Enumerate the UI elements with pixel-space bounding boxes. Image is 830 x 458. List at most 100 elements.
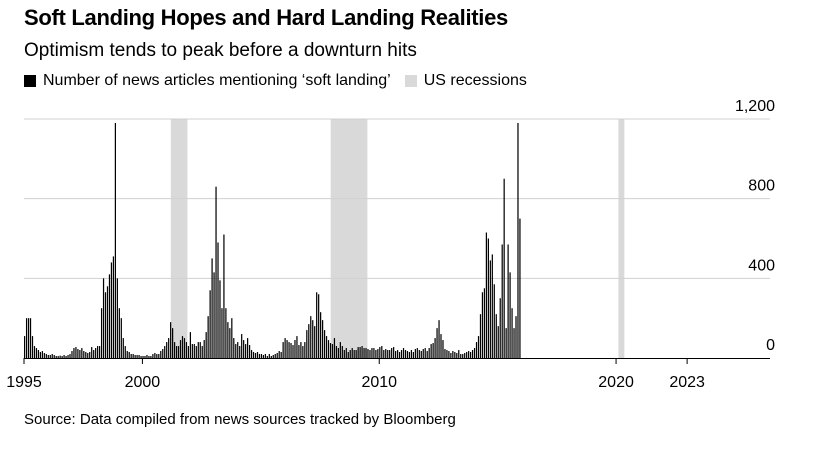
bar bbox=[391, 348, 393, 358]
y-tick-label: 0 bbox=[766, 337, 775, 354]
bar bbox=[515, 316, 517, 358]
bar bbox=[335, 346, 338, 358]
bar bbox=[95, 348, 97, 358]
bar bbox=[83, 351, 85, 358]
bar bbox=[323, 330, 326, 358]
y-tick-label: 800 bbox=[748, 178, 775, 195]
bar bbox=[225, 308, 227, 358]
bar bbox=[134, 355, 136, 358]
bar bbox=[349, 350, 351, 358]
bar bbox=[306, 330, 308, 358]
bar bbox=[118, 308, 120, 358]
bar bbox=[424, 348, 426, 358]
bar bbox=[396, 350, 399, 358]
bar bbox=[517, 122, 519, 358]
bar bbox=[106, 286, 109, 358]
bar bbox=[140, 356, 142, 358]
bar bbox=[282, 342, 284, 358]
bar bbox=[270, 356, 272, 358]
bar bbox=[221, 308, 223, 358]
bar bbox=[318, 294, 320, 358]
bar bbox=[452, 351, 454, 358]
bar bbox=[170, 322, 172, 358]
bar bbox=[37, 350, 40, 358]
bar bbox=[470, 352, 472, 358]
bar bbox=[162, 349, 164, 358]
bar bbox=[477, 336, 480, 358]
bar bbox=[55, 356, 57, 358]
bar bbox=[130, 354, 132, 358]
bar bbox=[209, 290, 211, 358]
bar bbox=[89, 352, 91, 358]
bar bbox=[124, 346, 126, 358]
bar bbox=[235, 344, 237, 358]
bar bbox=[446, 350, 448, 358]
bar bbox=[231, 318, 233, 358]
bar bbox=[400, 350, 403, 358]
bar bbox=[369, 350, 371, 358]
bar bbox=[395, 351, 397, 358]
bar bbox=[316, 292, 318, 358]
bar bbox=[302, 346, 304, 358]
bar bbox=[473, 348, 476, 358]
bar bbox=[347, 352, 349, 358]
bar bbox=[120, 318, 122, 358]
bar bbox=[499, 298, 501, 358]
bar bbox=[195, 346, 197, 358]
bar bbox=[24, 336, 26, 358]
bar bbox=[387, 350, 389, 358]
bar bbox=[412, 352, 414, 358]
bar bbox=[501, 244, 503, 358]
bar bbox=[185, 342, 188, 358]
bar bbox=[205, 332, 207, 358]
bar bbox=[483, 288, 486, 358]
bar bbox=[63, 355, 65, 358]
bar bbox=[98, 346, 101, 358]
legend-item-recessions: US recessions bbox=[404, 72, 527, 90]
bar bbox=[71, 351, 73, 358]
x-tick-label: 1995 bbox=[6, 374, 42, 391]
bar bbox=[211, 258, 213, 358]
bar bbox=[339, 342, 341, 358]
bar bbox=[172, 328, 174, 359]
bar bbox=[201, 346, 203, 358]
bar bbox=[290, 343, 292, 358]
bar bbox=[75, 347, 77, 358]
bar bbox=[114, 122, 116, 358]
bar bbox=[239, 346, 241, 358]
bar bbox=[487, 238, 489, 358]
bar bbox=[142, 356, 144, 358]
legend-item-articles: Number of news articles mentioning ‘soft… bbox=[24, 72, 391, 90]
bar bbox=[456, 353, 458, 358]
bar bbox=[485, 232, 488, 358]
bar bbox=[274, 354, 276, 358]
bar bbox=[187, 346, 190, 358]
bar bbox=[45, 354, 47, 358]
bar bbox=[414, 349, 416, 358]
bar bbox=[217, 242, 219, 358]
bar bbox=[375, 350, 377, 358]
bar bbox=[450, 353, 452, 358]
bar bbox=[164, 346, 166, 358]
bar bbox=[430, 344, 432, 358]
bar bbox=[489, 260, 491, 358]
bar bbox=[361, 346, 363, 358]
bar bbox=[25, 318, 28, 358]
recession-band bbox=[330, 119, 368, 358]
source-note: Source: Data compiled from news sources … bbox=[24, 411, 456, 428]
bar bbox=[219, 280, 221, 358]
legend-label-recessions: US recessions bbox=[423, 72, 527, 89]
legend-swatch-recessions bbox=[404, 75, 417, 87]
bar bbox=[252, 352, 255, 358]
bar bbox=[41, 351, 43, 358]
bar bbox=[266, 356, 268, 358]
bar bbox=[367, 349, 369, 358]
bar bbox=[104, 292, 107, 358]
bar bbox=[91, 347, 93, 358]
bar bbox=[191, 344, 193, 358]
bar bbox=[150, 356, 152, 358]
bar bbox=[448, 351, 450, 358]
bar bbox=[337, 348, 339, 358]
bar bbox=[138, 355, 140, 358]
bar bbox=[136, 355, 138, 358]
